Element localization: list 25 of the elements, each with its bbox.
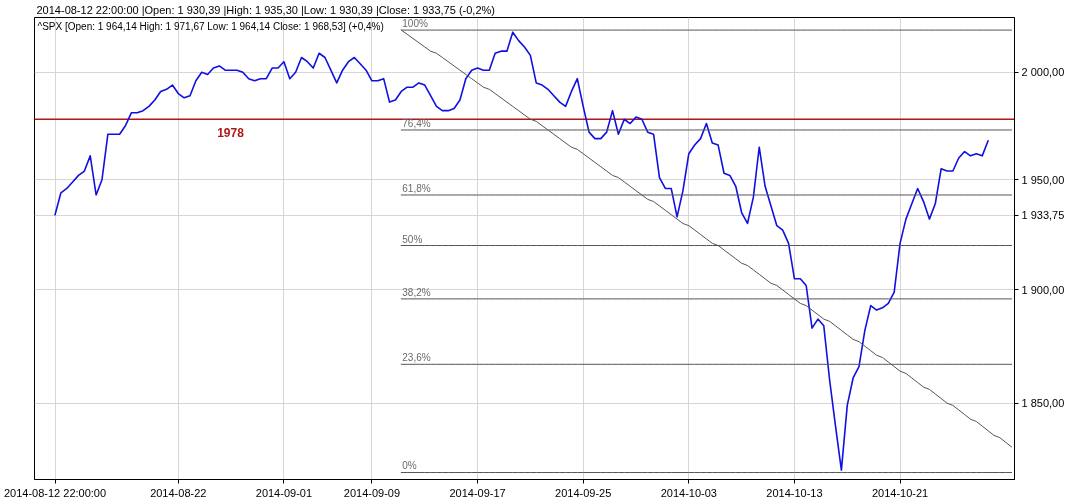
x-tick-label: 2014-08-12 22:00:00 xyxy=(3,486,107,499)
x-tick-label: 2014-08-22 xyxy=(150,486,207,499)
y-tick-label: 2 000,00 xyxy=(1021,66,1065,79)
series-label: 0% xyxy=(402,460,417,472)
x-tick-label: 2014-10-13 xyxy=(766,486,823,499)
series-label: 61,8% xyxy=(402,183,431,194)
x-tick-label: 2014-09-17 xyxy=(449,486,506,499)
y-tick-label: 1 950,00 xyxy=(1021,173,1065,186)
x-tick-label: 2014-09-01 xyxy=(255,486,313,499)
series-label: 100% xyxy=(402,18,428,30)
series-label: 50% xyxy=(402,233,423,245)
y-tick-label: 1 933,75 xyxy=(1021,209,1065,222)
y-tick-label: 1 850,00 xyxy=(1021,397,1065,410)
ref-line-label: 1978 xyxy=(217,126,245,141)
line-series xyxy=(54,31,989,471)
series-label: 76,4% xyxy=(402,117,431,129)
x-tick-label: 2014-09-25 xyxy=(555,486,612,499)
x-tick-label: 2014-09-09 xyxy=(343,486,401,499)
x-tick-label: 2014-10-21 xyxy=(871,486,929,499)
y-tick-label: 1 900,00 xyxy=(1021,283,1065,296)
x-tick-label: 2014-10-03 xyxy=(660,486,717,499)
series-label: 23,6% xyxy=(402,352,431,364)
chart-title: ^SPX [Open: 1 964,14 High: 1 971,67 Low: 1 964,14 Close: 1 968,53] (+0,4%) xyxy=(37,20,384,32)
text: 2014-08-12 22:00:00 |Open: 1 930,39 |High: 1 935,30 |Low: 1 930,39 |Close: 1 933,75 (-0,2%) xyxy=(36,4,495,16)
series-label: 38,2% xyxy=(402,286,431,298)
